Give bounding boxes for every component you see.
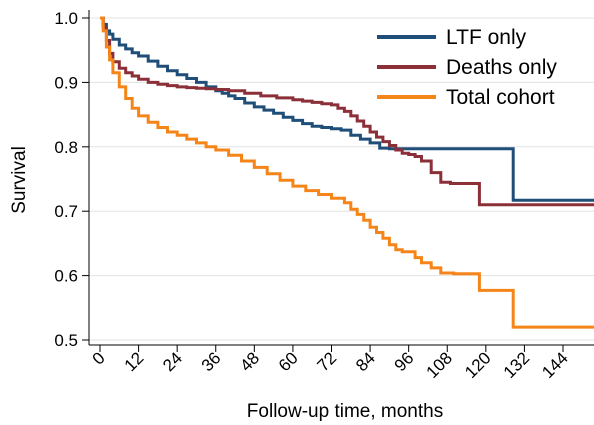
x-tick-label: 24 (159, 348, 186, 375)
y-tick-label: 0.6 (54, 267, 78, 286)
legend-label-ltf-only: LTF only (446, 26, 527, 49)
series-line-ltf-only (100, 16, 594, 202)
y-axis-title: Survival (9, 146, 30, 214)
gridlines (89, 17, 594, 341)
y-tick-labels: 0.5 0.6 0.7 0.8 0.9 1.0 (54, 9, 78, 350)
x-tick-label: 120 (461, 348, 494, 381)
y-tick-label: 0.8 (54, 138, 78, 157)
x-tick-label: 60 (275, 348, 302, 375)
series-lines (100, 16, 594, 329)
x-axis-title: Follow-up time, months (247, 401, 443, 422)
series-line-total-cohort (100, 16, 594, 329)
legend-label-deaths-only: Deaths only (446, 56, 557, 79)
x-tick-label: 48 (236, 348, 263, 375)
x-tick-label: 144 (538, 348, 571, 381)
x-tick-label: 132 (500, 348, 533, 381)
x-tick-label: 12 (121, 348, 148, 375)
y-tick-label: 0.9 (54, 73, 78, 92)
series-line-deaths-only (100, 16, 594, 207)
x-tick-label: 84 (352, 348, 379, 375)
y-tick-label: 0.7 (54, 202, 78, 221)
x-tick-label: 36 (198, 348, 225, 375)
axes (82, 10, 594, 352)
x-tick-label: 0 (89, 348, 109, 368)
y-tick-label: 0.5 (54, 331, 78, 350)
x-tick-labels: 0 12 24 36 48 60 72 84 96 108 120 132 144 (89, 348, 572, 381)
x-tick-label: 96 (391, 348, 418, 375)
x-tick-label: 108 (423, 348, 456, 381)
y-tick-label: 1.0 (54, 9, 78, 28)
legend: LTF only Deaths only Total cohort (377, 26, 557, 109)
x-tick-label: 72 (314, 348, 341, 375)
legend-label-total-cohort: Total cohort (446, 86, 555, 109)
